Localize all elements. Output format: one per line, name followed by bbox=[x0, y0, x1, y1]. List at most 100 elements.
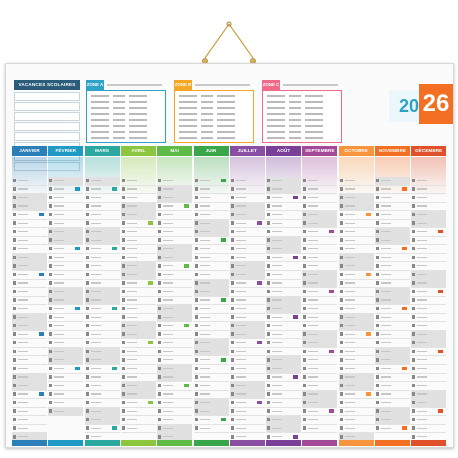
day-row bbox=[84, 177, 120, 186]
day-row bbox=[375, 331, 410, 340]
month-column: AVRIL bbox=[120, 146, 156, 446]
day-row bbox=[411, 288, 447, 297]
day-row bbox=[411, 416, 447, 425]
day-row bbox=[375, 296, 410, 306]
month-column: SEPTEMBRE bbox=[302, 146, 338, 446]
month-header: OCTOBRE bbox=[338, 146, 374, 156]
day-row bbox=[411, 245, 447, 254]
day-row bbox=[84, 280, 120, 289]
day-row bbox=[411, 382, 447, 391]
day-row bbox=[48, 382, 84, 391]
day-row bbox=[375, 365, 410, 374]
day-row bbox=[157, 253, 193, 263]
day-row bbox=[12, 211, 47, 220]
month-column: AOÛT bbox=[266, 146, 302, 446]
day-row bbox=[157, 416, 193, 425]
day-row bbox=[229, 245, 265, 254]
month-footer bbox=[411, 440, 447, 446]
day-row bbox=[266, 211, 302, 220]
day-row bbox=[193, 339, 229, 348]
day-row bbox=[338, 280, 374, 289]
day-row bbox=[84, 425, 120, 434]
day-row bbox=[84, 220, 120, 229]
day-row bbox=[411, 279, 447, 289]
zone-box: ZONE C bbox=[262, 80, 342, 143]
zone-dates bbox=[174, 90, 254, 143]
day-row bbox=[84, 339, 120, 348]
day-row bbox=[157, 356, 193, 366]
day-row bbox=[338, 262, 374, 272]
day-row bbox=[375, 271, 410, 280]
day-row bbox=[48, 177, 84, 186]
day-row bbox=[12, 237, 47, 246]
day-row bbox=[193, 314, 229, 323]
day-row bbox=[302, 194, 338, 203]
day-row bbox=[193, 271, 229, 280]
zone-tag: ZONE A bbox=[86, 80, 104, 90]
day-row bbox=[48, 399, 84, 408]
calendar-sheet: VACANCES SCOLAIRES ZONE A ZONE B ZONE C 20… bbox=[5, 63, 454, 448]
day-row bbox=[120, 382, 156, 391]
day-row bbox=[12, 253, 47, 263]
day-row bbox=[157, 331, 193, 340]
month-column: OCTOBRE bbox=[338, 146, 374, 446]
day-row bbox=[266, 271, 302, 280]
day-row bbox=[157, 297, 193, 306]
day-row bbox=[338, 271, 374, 280]
day-row bbox=[193, 322, 229, 331]
day-row bbox=[266, 374, 302, 383]
day-row bbox=[12, 382, 47, 391]
day-row bbox=[302, 330, 338, 340]
day-row bbox=[411, 186, 447, 195]
day-row bbox=[229, 228, 265, 237]
day-row bbox=[411, 314, 447, 323]
day-row bbox=[411, 356, 447, 366]
day-row bbox=[302, 356, 338, 366]
zone-tag: ZONE C bbox=[262, 80, 280, 90]
day-row bbox=[411, 348, 447, 357]
day-row bbox=[12, 297, 47, 306]
month-column: JUILLET bbox=[229, 146, 265, 446]
day-row bbox=[266, 356, 302, 366]
day-row bbox=[12, 262, 47, 272]
day-row bbox=[302, 288, 338, 297]
day-row bbox=[375, 186, 410, 195]
day-row bbox=[193, 279, 229, 289]
zone-description bbox=[283, 84, 338, 86]
day-row bbox=[229, 220, 265, 229]
vacation-item bbox=[14, 132, 80, 141]
day-row bbox=[375, 356, 410, 366]
day-row bbox=[302, 271, 338, 280]
day-row bbox=[12, 245, 47, 254]
day-row bbox=[302, 322, 338, 331]
day-row bbox=[266, 322, 302, 331]
day-row bbox=[302, 279, 338, 289]
day-row bbox=[84, 305, 120, 314]
month-gradient bbox=[229, 157, 265, 197]
day-row bbox=[338, 202, 374, 212]
day-row bbox=[193, 407, 229, 417]
day-row bbox=[302, 254, 338, 263]
day-row bbox=[12, 408, 47, 417]
day-row bbox=[120, 228, 156, 237]
day-rows bbox=[157, 177, 193, 442]
month-header: AVRIL bbox=[120, 146, 156, 156]
day-row bbox=[375, 228, 410, 237]
day-row bbox=[302, 425, 338, 434]
day-row bbox=[411, 408, 447, 417]
day-row bbox=[48, 220, 84, 229]
day-row bbox=[84, 314, 120, 323]
day-row bbox=[84, 296, 120, 306]
day-row bbox=[375, 211, 410, 220]
day-row bbox=[12, 288, 47, 297]
day-row bbox=[266, 348, 302, 357]
day-row bbox=[229, 305, 265, 314]
day-row bbox=[157, 373, 193, 383]
day-row bbox=[375, 347, 410, 357]
day-row bbox=[193, 365, 229, 374]
day-row bbox=[302, 390, 338, 400]
day-row bbox=[302, 314, 338, 323]
day-row bbox=[266, 382, 302, 391]
day-row bbox=[84, 374, 120, 383]
day-row bbox=[157, 220, 193, 229]
